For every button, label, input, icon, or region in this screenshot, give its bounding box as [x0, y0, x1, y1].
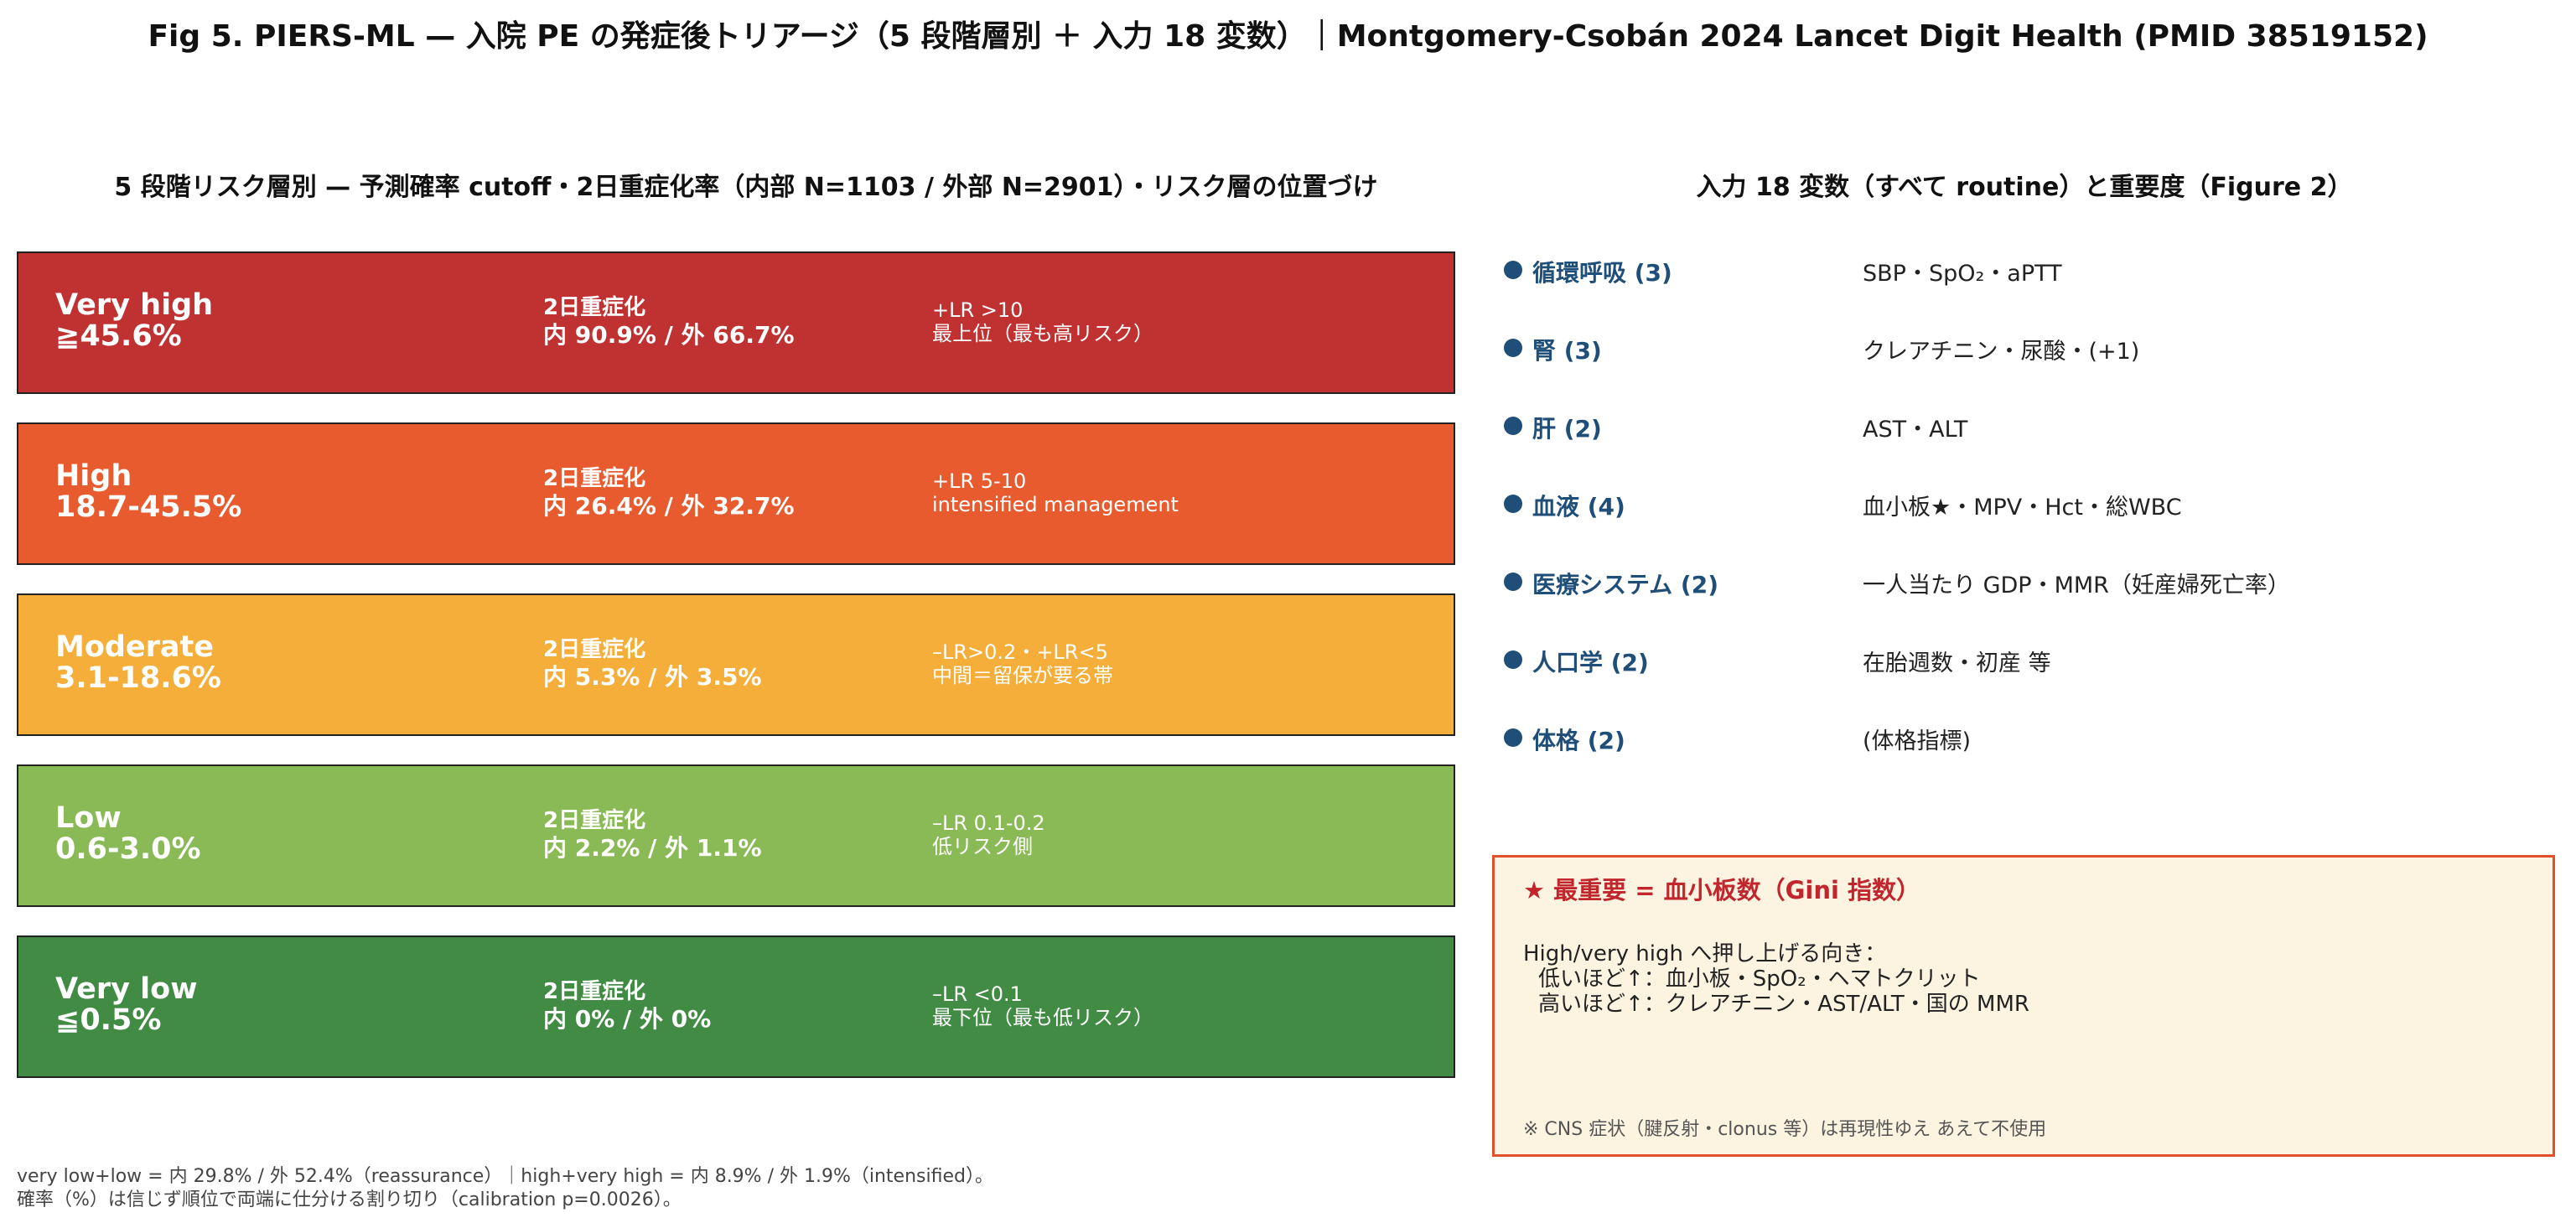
tier-moderate: Moderate 3.1-18.6% 2日重症化 内 5.3% / 外 3.5%… [17, 593, 1455, 736]
bullet-icon [1504, 417, 1522, 435]
tier-outcome-label: 2日重症化 [543, 295, 646, 320]
footnote-line: 確率（%）は信じず順位で両端に仕分ける割り切り（calibration p=0.… [17, 1189, 682, 1210]
tier-note: 最上位（最も高リスク） [932, 322, 1153, 345]
bullet-icon [1504, 339, 1522, 357]
tier-name: High [55, 459, 132, 493]
bullet-icon [1504, 261, 1522, 279]
tier-name: Moderate [55, 630, 215, 664]
callout-title: ★ 最重要 = 血小板数（Gini 指数） [1523, 876, 1921, 904]
footnote-line: very low+low = 内 29.8% / 外 52.4%（reassur… [17, 1166, 993, 1187]
variable-group-row: 循環呼吸 (3) SBP・SpO₂・aPTT [1502, 253, 2550, 287]
variable-group-row: 医療システム (2) 一人当たり GDP・MMR（妊産婦死亡率） [1502, 565, 2550, 599]
variable-group-vars: 血小板★・MPV・Hct・総WBC [1863, 495, 2182, 521]
variable-group-row: 体格 (2) (体格指標) [1502, 721, 2550, 754]
variable-group-name: 人口学 (2) [1532, 649, 1649, 676]
tier-note: 最下位（最も低リスク） [932, 1006, 1153, 1029]
variable-group-name: 医療システム (2) [1532, 571, 1718, 599]
figure-title: Fig 5. PIERS-ML — 入院 PE の発症後トリアージ（5 段階層別… [148, 19, 2428, 54]
tier-note: intensified management [932, 493, 1179, 516]
tier-cutoff: ≦0.5% [55, 1003, 162, 1037]
callout-line: High/very high へ押し上げる向き： [1523, 941, 1887, 966]
tier-very-low: Very low ≦0.5% 2日重症化 内 0% / 外 0% –LR <0.… [17, 935, 1455, 1078]
tier-name: Very high [55, 288, 214, 322]
bullet-icon [1504, 728, 1522, 747]
tier-outcome-value: 内 2.2% / 外 1.1% [543, 834, 762, 862]
variable-group-row: 肝 (2) AST・ALT [1502, 409, 2550, 443]
tier-outcome-label: 2日重症化 [543, 979, 646, 1004]
variable-group-vars: 在胎週数・初産 等 [1863, 650, 2051, 676]
variable-group-name: 体格 (2) [1532, 727, 1625, 754]
tier-outcome-label: 2日重症化 [543, 808, 646, 833]
bullet-icon [1504, 495, 1522, 513]
tier-outcome-value: 内 26.4% / 外 32.7% [543, 492, 795, 520]
variable-group-name: 腎 (3) [1532, 337, 1602, 365]
tier-very-high: Very high ≧45.6% 2日重症化 内 90.9% / 外 66.7%… [17, 251, 1455, 394]
variable-group-name: 血液 (4) [1532, 493, 1625, 521]
risk-tiers-header: 5 段階リスク層別 — 予測確率 cutoff・2日重症化率（内部 N=1103… [114, 173, 1378, 202]
left-footnote: very low+low = 内 29.8% / 外 52.4%（reassur… [17, 1165, 993, 1212]
bullet-icon [1504, 650, 1522, 669]
variable-group-vars: AST・ALT [1863, 417, 1968, 443]
tier-outcome-label: 2日重症化 [543, 637, 646, 662]
tier-note: 低リスク側 [932, 835, 1033, 858]
tier-cutoff: ≧45.6% [55, 319, 182, 353]
tier-outcome-value: 内 5.3% / 外 3.5% [543, 663, 762, 691]
tier-outcome-value: 内 90.9% / 外 66.7% [543, 321, 795, 349]
variable-group-name: 循環呼吸 (3) [1532, 259, 1672, 287]
tier-likelihood-ratio: –LR>0.2・+LR<5 [932, 640, 1108, 664]
variable-group-name: 肝 (2) [1532, 415, 1602, 443]
tier-cutoff: 18.7-45.5% [55, 490, 242, 524]
callout-line: 高いほど↑：クレアチニン・AST/ALT・国の MMR [1538, 992, 2029, 1017]
tier-cutoff: 3.1-18.6% [55, 661, 221, 695]
variable-group-vars: 一人当たり GDP・MMR（妊産婦死亡率） [1863, 573, 2290, 599]
input-variables-header: 入力 18 変数（すべて routine）と重要度（Figure 2） [1696, 173, 2353, 202]
bullet-icon [1504, 573, 1522, 591]
callout-line: 低いほど↑：血小板・SpO₂・ヘマトクリット [1538, 966, 1981, 992]
variable-group-row: 血液 (4) 血小板★・MPV・Hct・総WBC [1502, 487, 2550, 521]
tier-high: High 18.7-45.5% 2日重症化 内 26.4% / 外 32.7% … [17, 422, 1455, 565]
variable-group-vars: クレアチニン・尿酸・(+1) [1863, 339, 2140, 365]
variable-group-vars: (体格指標) [1863, 728, 1972, 754]
tier-outcome-value: 内 0% / 外 0% [543, 1005, 712, 1033]
tier-likelihood-ratio: –LR 0.1-0.2 [932, 811, 1045, 835]
key-variable-callout: ★ 最重要 = 血小板数（Gini 指数） High/very high へ押し… [1492, 855, 2555, 1157]
variable-group-row: 腎 (3) クレアチニン・尿酸・(+1) [1502, 331, 2550, 365]
tier-likelihood-ratio: –LR <0.1 [932, 982, 1023, 1006]
variable-group-row: 人口学 (2) 在胎週数・初産 等 [1502, 643, 2550, 676]
tier-cutoff: 0.6-3.0% [55, 832, 201, 866]
tier-outcome-label: 2日重症化 [543, 466, 646, 491]
tier-name: Low [55, 801, 122, 835]
callout-note: ※ CNS 症状（腱反射・clonus 等）は再現性ゆえ あえて不使用 [1523, 1119, 2047, 1140]
variable-group-vars: SBP・SpO₂・aPTT [1863, 261, 2062, 287]
tier-note: 中間＝留保が要る帯 [932, 664, 1113, 687]
tier-name: Very low [55, 972, 198, 1006]
tier-likelihood-ratio: +LR 5-10 [932, 469, 1027, 493]
tier-likelihood-ratio: +LR >10 [932, 298, 1024, 322]
tier-low: Low 0.6-3.0% 2日重症化 内 2.2% / 外 1.1% –LR 0… [17, 764, 1455, 907]
